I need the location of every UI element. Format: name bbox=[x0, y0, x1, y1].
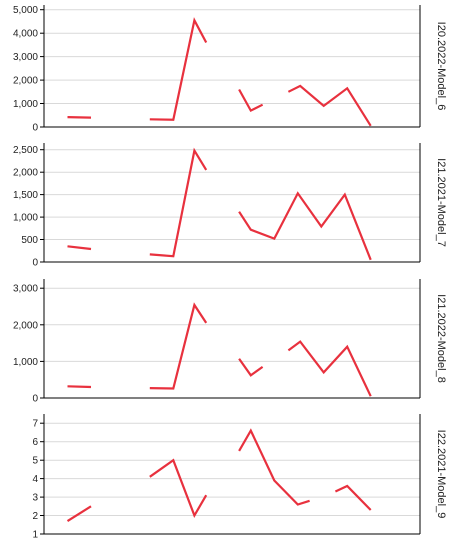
y-tick-label: 3,000 bbox=[13, 52, 38, 63]
y-tick-label: 5,000 bbox=[13, 5, 38, 16]
series-line-segment bbox=[287, 84, 372, 127]
y-tick-label: 500 bbox=[21, 235, 38, 246]
panel-i20-2022-model-6: 0 1,000 2,000 3,000 4,000 5,000 I20.2022-Model… bbox=[13, 5, 447, 134]
series-line-segment bbox=[149, 302, 208, 390]
y-tick-label: 1,000 bbox=[13, 99, 38, 110]
y-tick-label: 7 bbox=[32, 419, 38, 430]
series-line-segment bbox=[66, 505, 92, 523]
series-line-segment bbox=[67, 116, 92, 119]
series-line-segment bbox=[67, 245, 92, 251]
panel-i22-2021-model-9: 1 2 3 4 5 6 7 I22.2021-Model_9 bbox=[32, 414, 447, 541]
y-tick-label: 3 bbox=[32, 493, 38, 504]
series-line-segment bbox=[67, 385, 92, 389]
panel-i21-2021-model-7: 0 500 1,000 1,500 2,000 2,500 I21.2021-Model_7 bbox=[13, 143, 447, 269]
panel-strip-label: I22.2021-Model_9 bbox=[435, 430, 447, 519]
series-line-segment bbox=[238, 88, 264, 113]
y-tick-label: 1,500 bbox=[13, 190, 38, 201]
series-line-segment bbox=[238, 358, 264, 377]
panel-strip-label: I20.2022-Model_6 bbox=[435, 22, 447, 111]
y-tick-label: 4,000 bbox=[13, 29, 38, 40]
y-tick-label: 2,000 bbox=[13, 168, 38, 179]
panel-i21-2022-model-8: 0 1,000 2,000 3,000 I21.2022-Model_8 bbox=[13, 279, 447, 405]
y-tick-label: 6 bbox=[32, 437, 38, 448]
series-line-segment bbox=[334, 484, 372, 511]
y-tick-label: 0 bbox=[32, 258, 38, 269]
series-line-segment bbox=[149, 17, 208, 121]
series-line-segment bbox=[238, 191, 372, 261]
series-line-segment bbox=[238, 428, 310, 506]
y-tick-label: 5 bbox=[32, 456, 38, 467]
panel-strip-label: I21.2021-Model_7 bbox=[435, 158, 447, 247]
panel-strip-label: I21.2022-Model_8 bbox=[435, 294, 447, 383]
y-tick-label: 4 bbox=[32, 474, 38, 485]
series-line-segment bbox=[149, 147, 208, 258]
y-tick-label: 1 bbox=[32, 530, 38, 541]
y-tick-label: 0 bbox=[32, 123, 38, 134]
y-tick-label: 2 bbox=[32, 511, 38, 522]
y-tick-label: 1,000 bbox=[13, 357, 38, 368]
y-tick-label: 2,000 bbox=[13, 320, 38, 331]
y-tick-label: 2,500 bbox=[13, 145, 38, 156]
y-tick-label: 2,000 bbox=[13, 76, 38, 87]
y-tick-label: 0 bbox=[32, 394, 38, 405]
y-tick-label: 3,000 bbox=[13, 284, 38, 295]
series-line-segment bbox=[149, 458, 208, 519]
y-tick-label: 1,000 bbox=[13, 213, 38, 224]
series-line-segment bbox=[287, 340, 372, 397]
